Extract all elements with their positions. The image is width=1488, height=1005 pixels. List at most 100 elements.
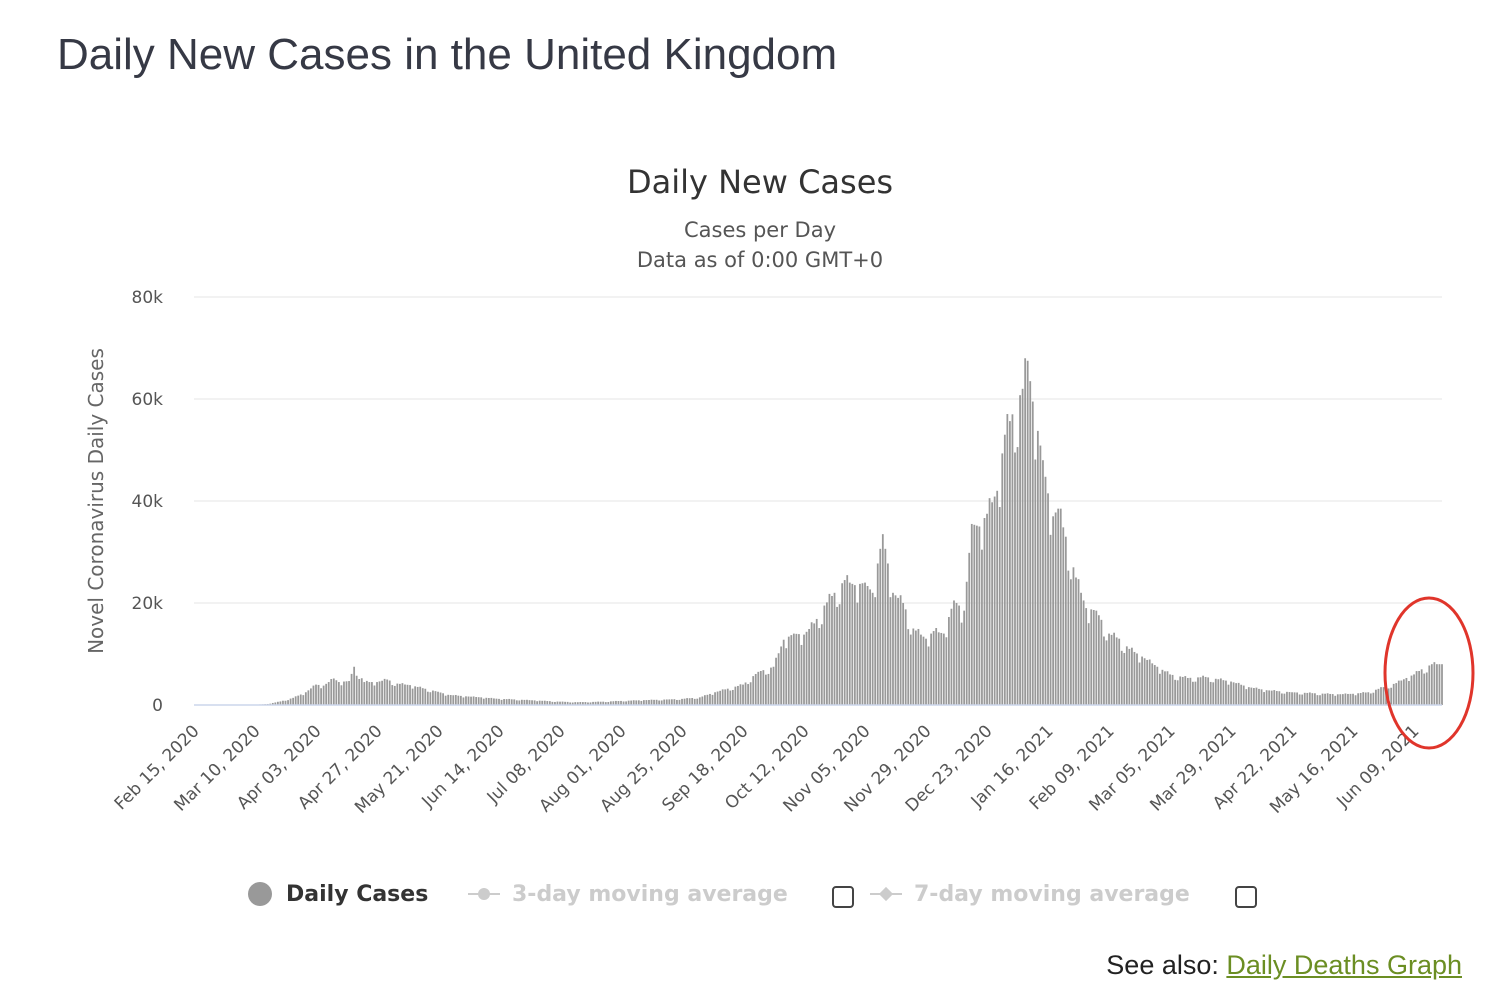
daily-cases-bar <box>963 610 966 705</box>
daily-cases-bar <box>1136 653 1138 705</box>
daily-cases-bar <box>373 685 376 705</box>
daily-cases-bar <box>1189 677 1192 705</box>
legend-item-7-day-average[interactable]: 7-day moving average <box>870 874 1190 914</box>
daily-cases-bar <box>752 676 755 705</box>
daily-cases-bar <box>1334 695 1337 705</box>
daily-cases-bar <box>485 697 488 705</box>
y-tick-label: 40k <box>132 492 164 512</box>
daily-cases-bar <box>767 673 770 705</box>
daily-cases-bar <box>493 698 495 705</box>
daily-cases-bar <box>1308 692 1311 705</box>
daily-cases-bar <box>630 700 633 705</box>
daily-cases-bar <box>1354 695 1357 705</box>
legend-item-3-day-average[interactable]: 3-day moving average <box>468 874 788 914</box>
daily-cases-bar <box>421 688 424 705</box>
daily-cases-bar <box>411 688 414 705</box>
daily-cases-bar <box>800 644 803 705</box>
daily-cases-bar <box>1413 674 1415 705</box>
daily-cases-bar <box>975 525 978 705</box>
daily-cases-bar <box>538 700 541 705</box>
daily-cases-bar <box>724 689 727 705</box>
daily-cases-bar <box>1242 685 1245 705</box>
daily-cases-bar <box>859 583 861 706</box>
daily-cases-bar <box>861 583 864 705</box>
checkbox-3-day-average[interactable] <box>832 886 854 908</box>
daily-cases-bar <box>731 689 734 705</box>
daily-cases-bar <box>714 692 716 705</box>
daily-cases-bar <box>1237 682 1240 705</box>
see-also-label: See also: <box>1106 950 1219 980</box>
daily-cases-bar <box>645 700 648 705</box>
daily-cases-bar <box>927 646 930 705</box>
daily-cases-bar <box>1428 665 1431 705</box>
daily-cases-bar <box>851 583 854 706</box>
daily-cases-bar <box>1029 381 1032 705</box>
daily-cases-bar <box>1324 693 1326 705</box>
daily-cases-bar <box>704 695 706 705</box>
daily-cases-bar <box>1425 672 1428 705</box>
daily-cases-bar <box>889 597 892 705</box>
daily-cases-bar <box>548 701 551 705</box>
daily-cases-bar <box>1108 633 1110 705</box>
daily-cases-bar <box>841 583 844 705</box>
daily-cases-bar <box>495 698 498 705</box>
daily-cases-bar <box>612 701 615 705</box>
daily-cases-bar <box>480 697 483 705</box>
daily-cases-bar <box>1064 536 1067 705</box>
daily-cases-bar <box>371 682 373 705</box>
legend-item-daily-cases[interactable]: Daily Cases <box>248 874 428 914</box>
daily-cases-bar <box>1280 693 1283 705</box>
daily-cases-bar <box>930 633 932 705</box>
daily-cases-bar <box>444 695 447 705</box>
daily-cases-bar <box>1097 615 1100 705</box>
daily-cases-bar <box>818 628 821 705</box>
daily-deaths-graph-link[interactable]: Daily Deaths Graph <box>1226 950 1462 980</box>
daily-cases-bar <box>676 699 678 705</box>
daily-cases-bar <box>1423 673 1426 705</box>
daily-cases-bar <box>983 518 986 705</box>
daily-cases-bar <box>907 629 910 705</box>
daily-cases-bar <box>597 701 600 705</box>
daily-cases-bar <box>274 702 277 705</box>
legend-dot-icon <box>248 882 272 906</box>
daily-cases-bar <box>543 700 546 705</box>
daily-cases-bar <box>533 700 536 705</box>
daily-cases-bar <box>1100 619 1103 705</box>
daily-cases-bar <box>643 700 645 705</box>
daily-cases-bar <box>899 595 902 705</box>
daily-cases-bar <box>940 632 943 705</box>
daily-cases-bar <box>355 675 358 705</box>
daily-cases-bar <box>470 696 472 705</box>
daily-cases-bar <box>881 534 884 705</box>
daily-cases-bar <box>467 696 470 705</box>
daily-cases-bar <box>1141 656 1143 705</box>
daily-cases-bar <box>602 701 605 705</box>
daily-cases-bar <box>1204 676 1207 705</box>
daily-cases-bar <box>327 682 330 705</box>
daily-cases-bar <box>391 685 394 705</box>
daily-cases-bar <box>368 682 371 705</box>
daily-cases-bar <box>302 695 305 705</box>
daily-cases-bar <box>1326 693 1329 705</box>
daily-cases-bar <box>912 628 915 705</box>
daily-cases-bar <box>299 694 302 705</box>
daily-cases-bar <box>1286 691 1288 705</box>
daily-cases-bar <box>1260 689 1263 705</box>
daily-cases-bar <box>1095 610 1098 705</box>
daily-cases-bar <box>815 618 818 705</box>
daily-cases-bar <box>1166 671 1169 705</box>
daily-cases-bar <box>970 523 973 705</box>
daily-cases-bar <box>1184 676 1187 705</box>
daily-cases-bar <box>1085 608 1088 705</box>
daily-cases-bar <box>1123 652 1126 705</box>
daily-cases-bar <box>1362 692 1365 705</box>
daily-cases-bar <box>1314 693 1316 705</box>
daily-cases-bar <box>454 694 457 705</box>
daily-cases-bar <box>401 683 404 705</box>
daily-cases-bar <box>1070 579 1072 705</box>
checkbox-7-day-average[interactable] <box>1235 886 1257 908</box>
daily-cases-bar <box>566 701 569 705</box>
daily-cases-bar <box>1225 680 1227 705</box>
daily-cases-bar <box>838 604 841 705</box>
